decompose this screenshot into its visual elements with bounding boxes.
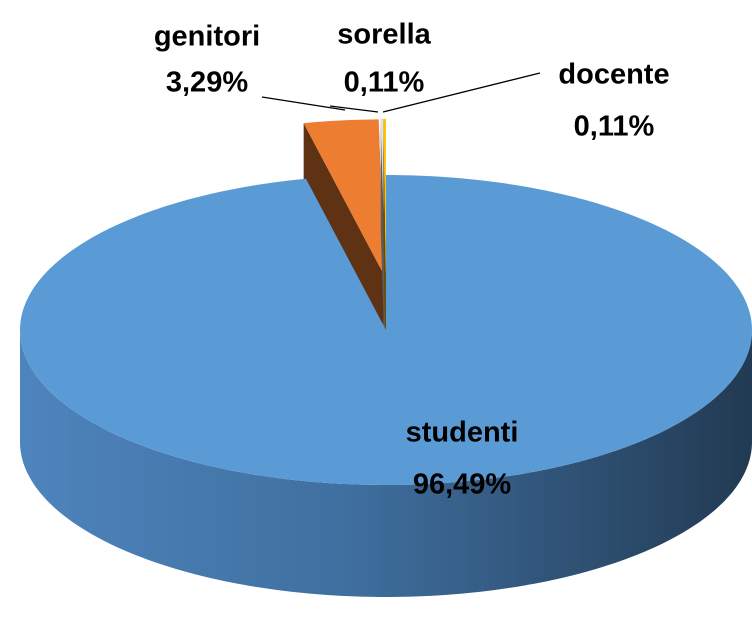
slice-value: 0,11%: [344, 67, 425, 99]
slice-label: docente: [558, 59, 669, 91]
slice: [383, 119, 386, 275]
slice-wall: [380, 119, 386, 387]
slice-label: genitori: [154, 21, 260, 53]
slice-label: studenti: [406, 417, 519, 449]
slice: [303, 119, 384, 275]
slice-value: 0,11%: [574, 111, 655, 143]
leader-line: [382, 72, 541, 113]
pie: [20, 118, 752, 597]
leader-line: [261, 96, 346, 111]
slice: [20, 175, 752, 485]
slice-value: 3,29%: [166, 67, 248, 99]
leader-line: [329, 105, 379, 113]
slice-label: sorella: [337, 19, 431, 51]
slice-value: 96,49%: [413, 469, 512, 501]
slice-side: [20, 330, 752, 597]
slice-wall: [383, 119, 386, 387]
